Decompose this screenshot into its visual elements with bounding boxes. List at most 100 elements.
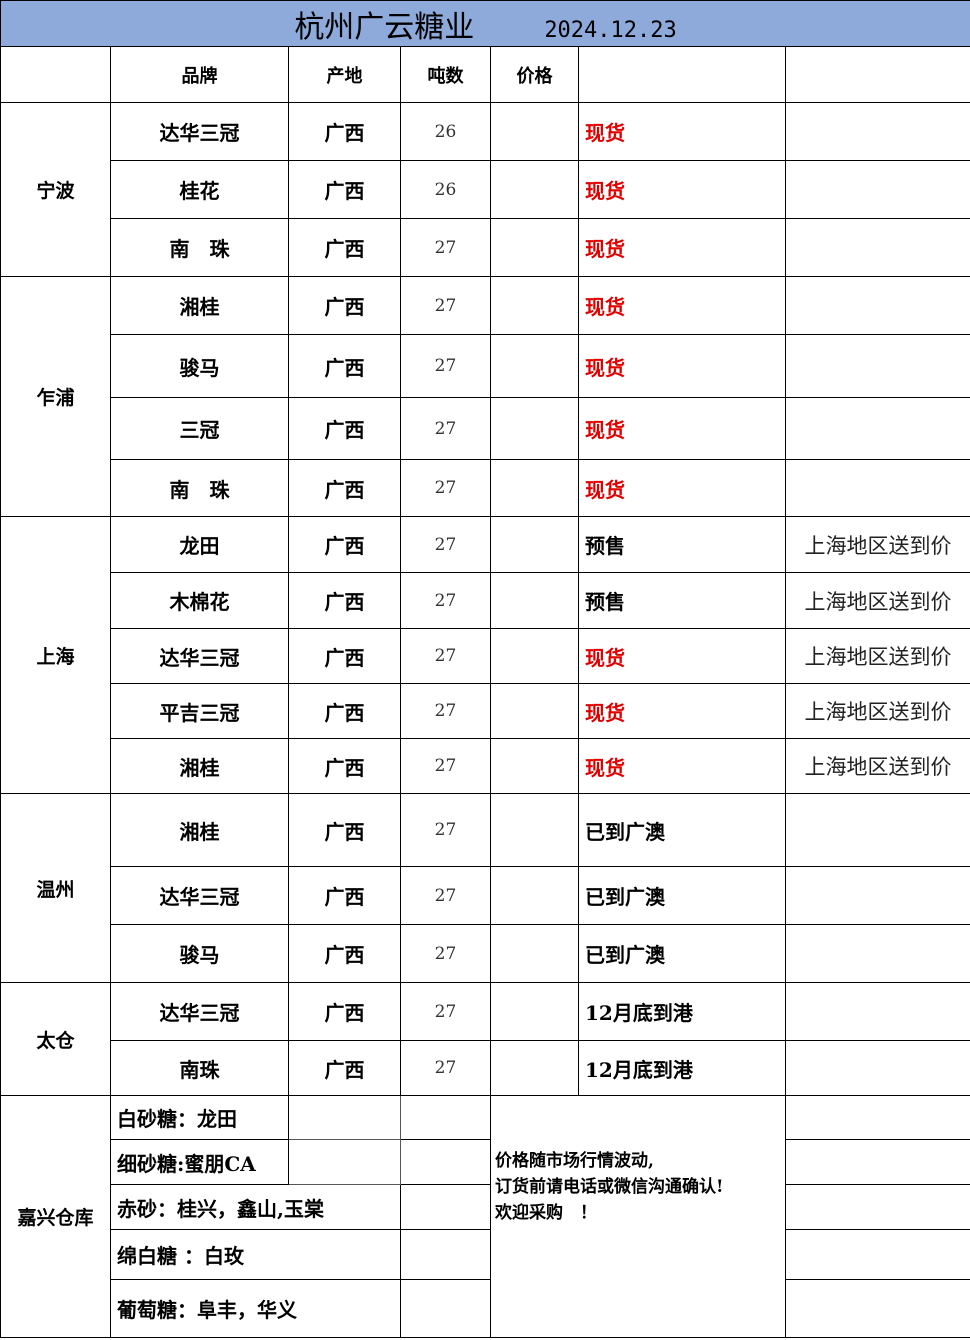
note-cell: 上海地区送到价 — [784, 683, 970, 739]
origin-cell: 广西 — [288, 102, 401, 161]
price-cell — [490, 572, 579, 629]
region-cell: 宁波 — [0, 102, 111, 277]
note-cell — [784, 982, 970, 1041]
price-cell — [490, 738, 579, 794]
table-row: 三冠 广西 27 现货 — [1, 397, 970, 460]
brand-cell: 南 珠 — [110, 218, 289, 277]
price-cell — [490, 924, 579, 983]
header-region — [0, 46, 111, 103]
price-cell — [490, 160, 579, 219]
warehouse-row: 绵白糖 ：白玫 — [1, 1229, 970, 1280]
tons-cell: 27 — [400, 628, 491, 684]
status-cell: 现货 — [578, 459, 786, 517]
status-cell: 现货 — [578, 334, 786, 398]
header-price: 价格 — [490, 46, 579, 103]
note-cell — [784, 276, 970, 335]
tons-cell: 27 — [400, 683, 491, 739]
tons-cell: 26 — [400, 160, 491, 219]
company-name: 杭州广云糖业 — [294, 9, 475, 45]
warehouse-row: 葡萄糖：阜丰，华义 — [1, 1279, 970, 1338]
origin-cell: 广西 — [288, 793, 401, 867]
note-cell — [784, 793, 970, 867]
warehouse-row: 嘉兴仓库 白砂糖：龙田 价格随市场行情波动, 订货前请电话或微信沟通确认! 欢迎采购 ！ — [0, 1095, 970, 1338]
price-cell — [490, 793, 579, 867]
status-cell: 12月底到港 — [578, 1040, 786, 1096]
region-cell: 乍浦 — [0, 276, 111, 517]
tons-cell: 27 — [400, 738, 491, 794]
note-cell — [784, 1229, 970, 1280]
note-cell — [784, 1139, 970, 1185]
origin-cell: 广西 — [288, 397, 401, 460]
note-cell — [784, 1040, 970, 1096]
price-cell — [490, 982, 579, 1041]
tons-cell: 27 — [400, 516, 491, 573]
tons-cell: 27 — [400, 459, 491, 517]
tons-cell — [400, 1139, 491, 1185]
tons-cell: 27 — [400, 866, 491, 925]
header-origin: 产地 — [288, 46, 401, 103]
tons-cell — [400, 1095, 491, 1140]
product-cell: 赤砂：桂兴，鑫山,玉棠 — [110, 1184, 401, 1230]
brand-cell: 达华三冠 — [110, 866, 289, 925]
price-cell — [490, 397, 579, 460]
tons-cell — [400, 1279, 491, 1338]
warehouse-row: 细砂糖:蜜朋CA — [1, 1139, 970, 1185]
brand-cell: 达华三冠 — [110, 102, 289, 161]
tons-cell — [400, 1229, 491, 1280]
origin-cell: 广西 — [288, 924, 401, 983]
header-status — [578, 46, 786, 103]
table-row: 桂花 广西 26 现货 — [1, 160, 970, 219]
note-cell: 上海地区送到价 — [784, 516, 970, 573]
price-cell — [490, 276, 579, 335]
origin-cell: 广西 — [288, 516, 401, 573]
tons-cell: 27 — [400, 793, 491, 867]
note-cell — [784, 1184, 970, 1230]
empty-cell — [288, 1139, 401, 1185]
title-cell: 杭州广云糖业 2024.12.23 — [0, 0, 970, 47]
table-row: 平吉三冠 广西 27 现货 上海地区送到价 — [1, 683, 970, 739]
notice-cell: 价格随市场行情波动, 订货前请电话或微信沟通确认! 欢迎采购 ！ — [490, 1095, 786, 1338]
origin-cell: 广西 — [288, 334, 401, 398]
product-cell: 绵白糖 ：白玫 — [110, 1229, 401, 1280]
origin-cell: 广西 — [288, 459, 401, 517]
origin-cell: 广西 — [288, 160, 401, 219]
brand-cell: 三冠 — [110, 397, 289, 460]
tons-cell: 26 — [400, 102, 491, 161]
price-cell — [490, 683, 579, 739]
brand-cell: 木棉花 — [110, 572, 289, 629]
origin-cell: 广西 — [288, 218, 401, 277]
tons-cell: 27 — [400, 276, 491, 335]
brand-cell: 湘桂 — [110, 793, 289, 867]
table-row: 上海 龙田 广西 27 预售 上海地区送到价 — [0, 516, 970, 794]
note-cell: 上海地区送到价 — [784, 572, 970, 629]
status-cell: 现货 — [578, 738, 786, 794]
brand-cell: 骏马 — [110, 334, 289, 398]
note-cell — [784, 1095, 970, 1140]
note-cell: 上海地区送到价 — [784, 738, 970, 794]
header-note — [784, 46, 970, 103]
date: 2024.12.23 — [544, 17, 677, 43]
origin-cell: 广西 — [288, 866, 401, 925]
price-cell — [490, 334, 579, 398]
note-cell — [784, 866, 970, 925]
brand-cell: 桂花 — [110, 160, 289, 219]
title-row: 杭州广云糖业 2024.12.23 — [0, 0, 970, 47]
origin-cell: 广西 — [288, 738, 401, 794]
region-cell: 上海 — [0, 516, 111, 794]
status-cell: 12月底到港 — [578, 982, 786, 1041]
product-cell: 细砂糖:蜜朋CA — [110, 1139, 289, 1185]
brand-cell: 达华三冠 — [110, 982, 289, 1041]
price-cell — [490, 516, 579, 573]
region-cell: 温州 — [0, 793, 111, 983]
note-cell — [784, 218, 970, 277]
origin-cell: 广西 — [288, 276, 401, 335]
tons-cell: 27 — [400, 572, 491, 629]
note-cell — [784, 160, 970, 219]
brand-cell: 平吉三冠 — [110, 683, 289, 739]
note-cell — [784, 102, 970, 161]
status-cell: 预售 — [578, 572, 786, 629]
origin-cell: 广西 — [288, 1040, 401, 1096]
brand-cell: 龙田 — [110, 516, 289, 573]
note-cell — [784, 397, 970, 460]
